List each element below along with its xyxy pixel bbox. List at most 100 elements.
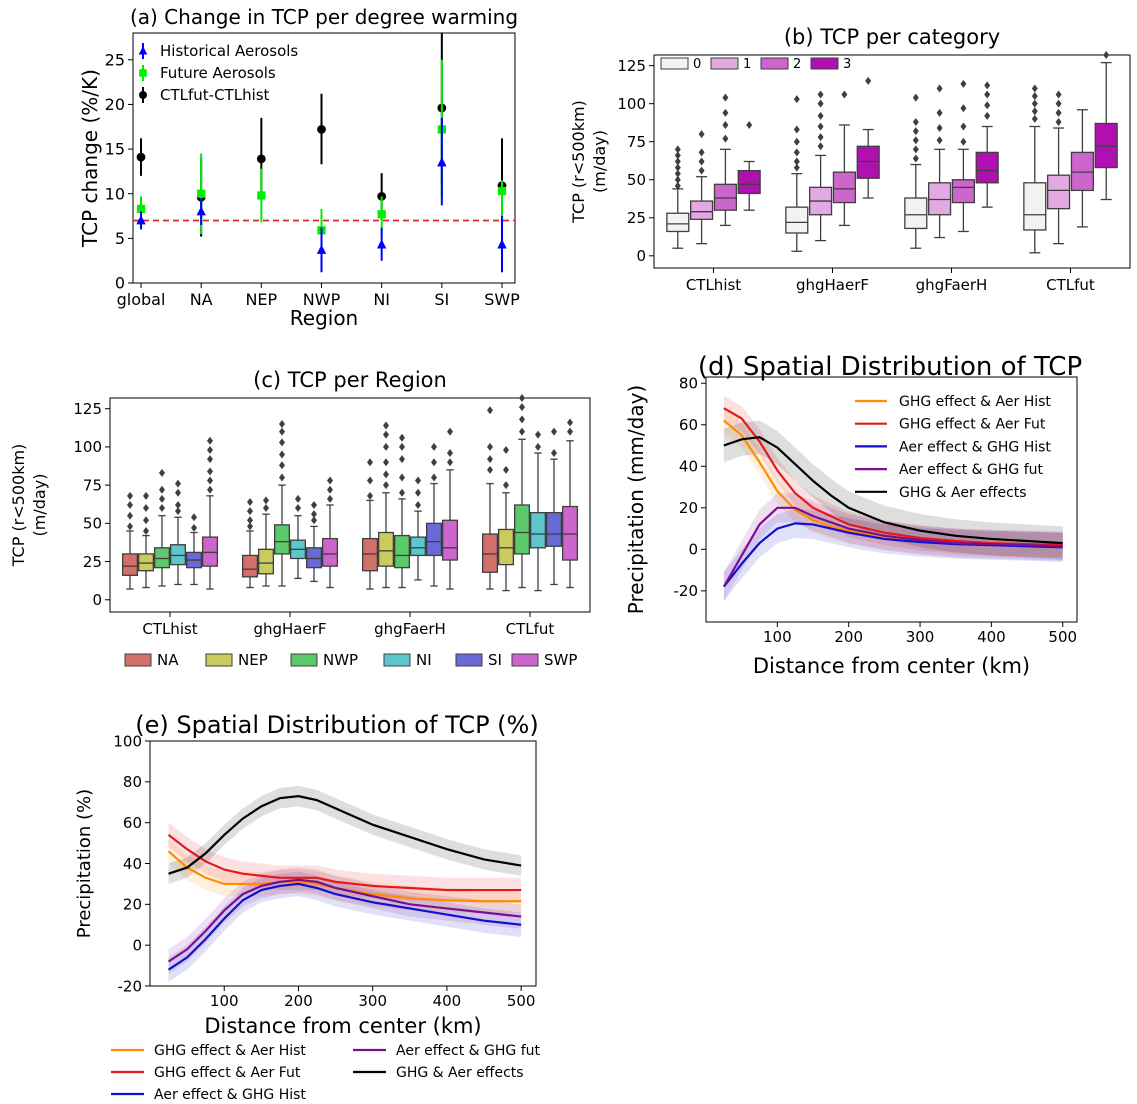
legend-label: Aer effect & GHG fut xyxy=(899,462,1044,478)
data-point xyxy=(256,154,266,164)
box-outlier xyxy=(431,458,437,467)
box-outlier xyxy=(984,81,991,90)
box-outlier xyxy=(722,93,729,102)
box-outlier xyxy=(841,90,848,99)
y-axis-label: TCP (r<500km) xyxy=(569,100,588,224)
box-outlier xyxy=(567,427,573,436)
box-outlier xyxy=(535,442,541,451)
y-tick-label: 100 xyxy=(113,732,142,750)
box-outlier xyxy=(127,501,133,509)
box-outlier xyxy=(960,137,967,146)
y-axis-label: (m/day) xyxy=(590,130,609,193)
data-point xyxy=(377,210,386,219)
box-outlier xyxy=(127,511,133,520)
box-outlier xyxy=(207,455,213,464)
box-outlier xyxy=(415,488,421,497)
x-tick-label: CTLfut xyxy=(506,620,555,638)
box-outlier xyxy=(936,108,943,117)
box-outlier xyxy=(263,504,269,513)
box-outlier xyxy=(159,494,165,503)
box-outlier xyxy=(912,127,919,136)
box-outlier xyxy=(551,449,557,458)
box-outlier xyxy=(519,403,525,412)
box-outlier xyxy=(175,479,181,488)
uncertainty-band xyxy=(168,822,522,903)
box xyxy=(904,197,928,230)
box-outlier xyxy=(793,163,800,172)
x-axis-label: Distance from center (km) xyxy=(753,654,1030,678)
box-outlier xyxy=(817,133,824,142)
box-outlier xyxy=(674,169,681,178)
box-outlier xyxy=(415,501,421,509)
box-outlier xyxy=(793,137,800,146)
box-outlier xyxy=(327,494,333,503)
box xyxy=(666,212,690,233)
box-outlier xyxy=(431,442,437,451)
legend-swatch xyxy=(710,57,739,70)
box xyxy=(975,151,999,184)
box xyxy=(951,179,975,204)
box-outlier xyxy=(793,95,800,104)
chart-title: (e) Spatial Distribution of TCP (%) xyxy=(135,711,538,739)
plot-frame xyxy=(132,32,516,284)
box-outlier xyxy=(503,465,509,474)
x-tick-label: 500 xyxy=(507,992,536,1010)
data-point xyxy=(139,91,147,99)
box-outlier xyxy=(279,461,285,470)
legend-label: Future Aerosols xyxy=(160,64,276,82)
box-outlier xyxy=(984,111,991,120)
box-outlier xyxy=(487,455,493,464)
box xyxy=(713,183,737,211)
box xyxy=(1094,122,1118,169)
box-outlier xyxy=(247,522,253,531)
y-tick-label: 0 xyxy=(132,936,142,954)
y-tick-label: 60 xyxy=(123,814,142,832)
box-outlier xyxy=(175,488,181,497)
y-tick-label: 100 xyxy=(617,95,646,113)
box-outlier xyxy=(159,468,165,477)
legend-swatch xyxy=(383,653,411,667)
box-outlier xyxy=(503,481,509,490)
x-tick-label: NI xyxy=(373,290,390,309)
x-axis-label: Distance from center (km) xyxy=(204,1014,481,1038)
box-outlier xyxy=(247,507,253,516)
box xyxy=(561,505,579,561)
uncertainty-band xyxy=(168,867,522,974)
box xyxy=(1070,151,1094,192)
box-outlier xyxy=(1031,84,1038,93)
box-outlier xyxy=(519,427,525,436)
box-outlier xyxy=(279,438,285,447)
box xyxy=(497,528,515,566)
y-tick-label: 40 xyxy=(123,855,142,873)
box-outlier xyxy=(207,445,213,454)
box-outlier xyxy=(191,513,197,522)
plot-frame xyxy=(653,54,1131,269)
box-outlier xyxy=(295,494,301,503)
box xyxy=(377,531,395,567)
x-tick-label: ghgFaerH xyxy=(374,620,446,638)
series-line xyxy=(168,795,522,875)
box-outlier xyxy=(674,157,681,166)
box-outlier xyxy=(984,90,991,99)
box xyxy=(201,536,219,567)
y-tick-label: 5 xyxy=(115,229,125,248)
y-tick-label: 0 xyxy=(92,591,102,609)
box-outlier xyxy=(519,394,525,402)
box-outlier xyxy=(1055,90,1062,99)
x-tick-label: 500 xyxy=(1048,628,1077,646)
box xyxy=(545,511,563,547)
data-point xyxy=(257,191,266,200)
box xyxy=(690,200,714,220)
box-outlier xyxy=(674,145,681,154)
box-outlier xyxy=(793,148,800,157)
legend-label: GHG effect & Aer Hist xyxy=(899,394,1051,410)
y-tick-label: 15 xyxy=(105,140,125,159)
data-point xyxy=(139,69,147,77)
x-tick-label: global xyxy=(117,290,166,309)
chart-title: (a) Change in TCP per degree warming xyxy=(130,5,518,29)
box-outlier xyxy=(311,510,317,519)
uncertainty-band xyxy=(723,508,1063,602)
box xyxy=(856,145,880,179)
box-outlier xyxy=(1055,117,1062,126)
